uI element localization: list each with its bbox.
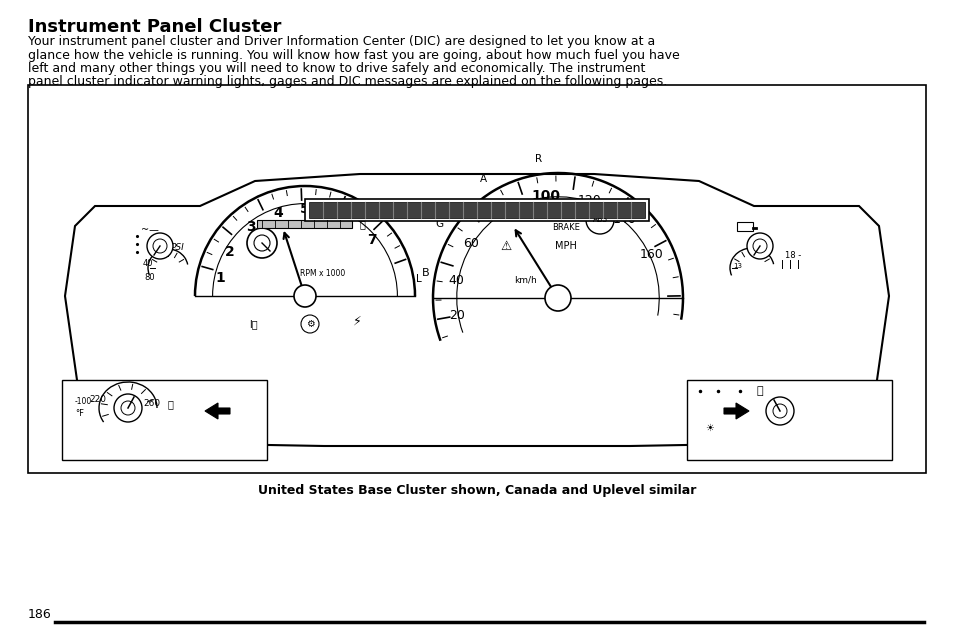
Text: 80: 80 (494, 204, 513, 218)
Text: ⛽: ⛽ (756, 386, 762, 396)
Text: 13: 13 (733, 263, 741, 269)
Text: 60: 60 (462, 237, 478, 250)
Text: BRAKE: BRAKE (552, 223, 579, 233)
Bar (256, 220, 352, 228)
Text: MPH: MPH (555, 241, 577, 251)
Text: 220: 220 (90, 394, 107, 403)
Text: Instrument Panel Cluster: Instrument Panel Cluster (28, 18, 281, 36)
Text: -100-: -100- (75, 398, 95, 406)
Text: R: R (535, 155, 541, 164)
Text: 20: 20 (448, 309, 464, 322)
Bar (305, 199, 648, 221)
Text: Your instrument panel cluster and Driver Information Center (DIC) are designed t: Your instrument panel cluster and Driver… (28, 35, 655, 48)
Text: glance how the vehicle is running. You will know how fast you are going, about h: glance how the vehicle is running. You w… (28, 48, 679, 62)
Bar (686, 380, 891, 460)
Bar (309, 202, 644, 218)
Circle shape (765, 397, 793, 425)
Circle shape (585, 206, 614, 234)
Text: ☀: ☀ (705, 423, 714, 433)
Circle shape (253, 235, 270, 251)
Text: B: B (422, 268, 430, 278)
Polygon shape (205, 403, 230, 419)
Bar (62, 380, 267, 460)
Text: 120: 120 (578, 193, 601, 207)
Text: ~—: ~— (141, 224, 159, 234)
Text: G: G (435, 219, 443, 229)
Text: °F: °F (75, 410, 85, 418)
Text: 2: 2 (225, 245, 234, 259)
Circle shape (294, 285, 315, 307)
Text: 3: 3 (247, 221, 256, 235)
Text: ⚙: ⚙ (305, 319, 314, 329)
Circle shape (544, 285, 571, 311)
Text: 5: 5 (300, 202, 310, 216)
Bar (28, 85, 925, 473)
Text: PSI: PSI (171, 244, 185, 252)
Text: panel cluster indicator warning lights, gages and DIC messages are explained on : panel cluster indicator warning lights, … (28, 76, 666, 88)
Circle shape (752, 239, 766, 253)
Text: L: L (416, 273, 422, 284)
Text: RPM x 1000: RPM x 1000 (300, 270, 345, 279)
Text: 260: 260 (143, 399, 160, 408)
Circle shape (301, 315, 318, 333)
Text: ⚠: ⚠ (500, 240, 511, 252)
Circle shape (152, 239, 167, 253)
Polygon shape (723, 403, 748, 419)
Text: United States Base Cluster shown, Canada and Uplevel similar: United States Base Cluster shown, Canada… (257, 484, 696, 497)
Text: km/h: km/h (514, 275, 537, 284)
Text: 100: 100 (531, 189, 559, 203)
Bar (737, 222, 752, 231)
Circle shape (113, 394, 142, 422)
Text: 140: 140 (612, 212, 636, 226)
Text: 80: 80 (145, 273, 155, 282)
Text: ABS: ABS (592, 216, 607, 225)
Text: ⚡: ⚡ (353, 314, 361, 328)
Text: 160: 160 (639, 248, 662, 261)
Text: ⛄: ⛄ (167, 399, 172, 409)
Circle shape (772, 404, 786, 418)
Circle shape (121, 401, 135, 415)
Text: 🔒: 🔒 (358, 219, 365, 229)
Text: l⎯: l⎯ (249, 319, 257, 329)
Text: 18 -: 18 - (784, 251, 801, 261)
Text: 40: 40 (143, 259, 153, 268)
Text: A: A (479, 174, 487, 184)
Text: left and many other things you will need to know to drive safely and economicall: left and many other things you will need… (28, 62, 644, 75)
Circle shape (746, 233, 772, 259)
Text: V: V (766, 242, 772, 251)
Text: 6: 6 (336, 210, 346, 224)
Text: 7: 7 (367, 233, 376, 247)
Text: 4: 4 (273, 206, 283, 220)
Circle shape (147, 233, 172, 259)
Polygon shape (65, 174, 888, 446)
Circle shape (247, 228, 276, 258)
Text: 40: 40 (448, 273, 464, 287)
Text: 186: 186 (28, 607, 51, 621)
Text: 1: 1 (214, 271, 225, 285)
